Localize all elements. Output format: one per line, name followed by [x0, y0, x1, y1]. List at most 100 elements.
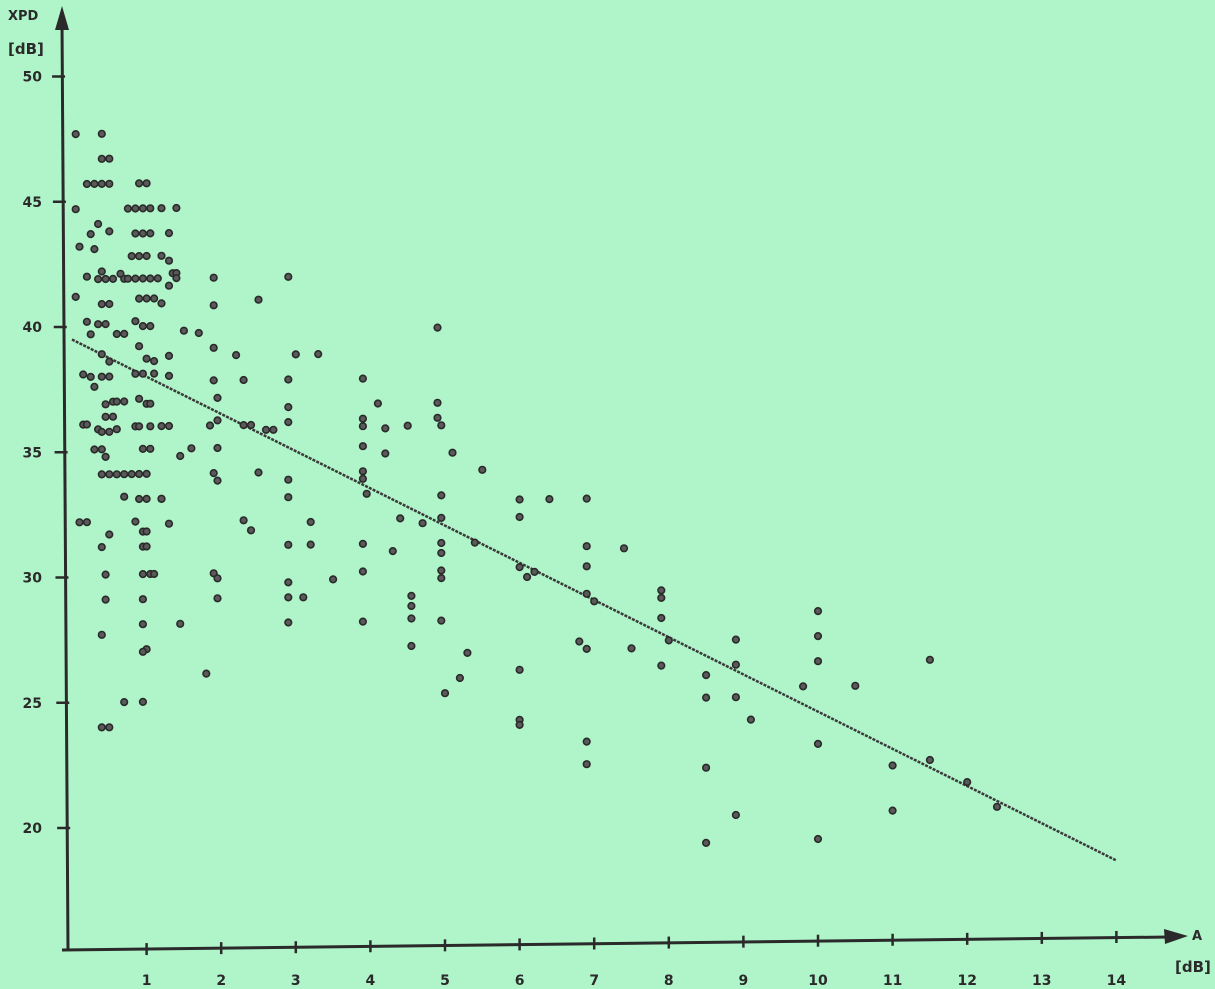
data-point	[86, 230, 95, 239]
data-point	[90, 245, 99, 254]
data-point	[433, 398, 442, 407]
data-point	[105, 357, 114, 366]
x-tick-label: 4	[366, 973, 376, 989]
x-axis-unit: [dB]	[1175, 958, 1211, 976]
data-point	[284, 418, 293, 427]
data-point	[97, 129, 106, 138]
data-point	[515, 720, 524, 730]
data-points	[71, 129, 1002, 848]
data-point	[239, 375, 248, 385]
data-point	[358, 467, 368, 476]
data-point	[172, 274, 181, 283]
data-point	[82, 317, 91, 326]
data-point	[131, 204, 140, 213]
data-point	[515, 665, 524, 674]
data-point	[71, 130, 80, 139]
data-point	[205, 421, 215, 430]
data-point	[437, 421, 446, 430]
data-point	[575, 637, 584, 646]
data-point	[515, 562, 524, 572]
data-point	[135, 422, 144, 431]
data-point	[813, 606, 823, 616]
data-point	[888, 761, 897, 770]
y-tick-label: 20	[23, 821, 43, 837]
data-point	[120, 697, 129, 707]
data-point	[105, 530, 114, 539]
data-point	[851, 681, 860, 690]
data-point	[86, 330, 95, 339]
data-point	[284, 618, 293, 627]
data-point	[213, 594, 222, 603]
data-point	[437, 548, 446, 558]
data-point	[142, 527, 151, 536]
data-point	[97, 445, 106, 454]
data-point	[108, 412, 118, 421]
data-point	[358, 374, 368, 383]
x-tick-label: 2	[216, 973, 226, 989]
data-point	[731, 660, 741, 669]
x-tick-label: 12	[957, 973, 976, 989]
data-point	[138, 595, 147, 604]
data-point	[157, 494, 166, 503]
y-tick-label: 35	[23, 445, 42, 461]
data-point	[71, 292, 80, 302]
data-point	[213, 443, 222, 453]
data-point	[213, 574, 222, 583]
data-point	[138, 229, 147, 238]
data-point	[97, 427, 106, 437]
data-point	[164, 256, 174, 265]
data-point	[284, 578, 293, 587]
data-point	[396, 514, 405, 523]
data-point	[407, 601, 416, 611]
data-point	[403, 421, 412, 430]
data-point	[146, 422, 155, 431]
data-point	[291, 350, 300, 359]
data-point	[90, 445, 99, 454]
data-point	[150, 357, 159, 366]
data-point	[261, 425, 271, 435]
data-point	[146, 274, 155, 283]
data-point	[246, 526, 256, 535]
data-point	[131, 317, 140, 326]
data-point	[582, 542, 591, 551]
y-tick-label: 30	[23, 571, 43, 587]
data-point	[455, 673, 465, 683]
data-point	[657, 586, 666, 595]
data-point	[470, 538, 479, 547]
data-point	[135, 494, 144, 504]
data-point	[358, 414, 368, 423]
data-point	[123, 274, 132, 283]
data-point	[582, 644, 591, 654]
data-point	[97, 300, 106, 309]
data-point	[530, 567, 539, 577]
data-point	[306, 517, 315, 527]
data-point	[329, 575, 338, 584]
data-point	[97, 267, 106, 276]
data-point	[101, 595, 110, 604]
data-point	[97, 179, 106, 188]
data-point	[86, 372, 95, 382]
y-axis-line	[60, 21, 70, 951]
y-axis-arrow	[55, 6, 69, 30]
x-tick-label: 13	[1032, 973, 1051, 989]
data-point	[701, 838, 711, 848]
data-point	[407, 614, 416, 623]
data-point	[138, 569, 147, 579]
data-point	[187, 444, 196, 453]
data-point	[101, 452, 110, 462]
data-point	[172, 203, 181, 213]
y-tick-label: 45	[23, 195, 42, 211]
data-point	[146, 229, 155, 238]
data-point	[314, 350, 323, 359]
data-point	[101, 320, 110, 329]
data-point	[209, 343, 218, 352]
data-point	[146, 204, 155, 213]
data-point	[239, 516, 248, 525]
data-point	[213, 416, 222, 425]
data-point	[150, 294, 159, 303]
data-point	[120, 397, 129, 406]
data-point	[164, 351, 174, 361]
x-tick-label: 7	[589, 973, 599, 989]
